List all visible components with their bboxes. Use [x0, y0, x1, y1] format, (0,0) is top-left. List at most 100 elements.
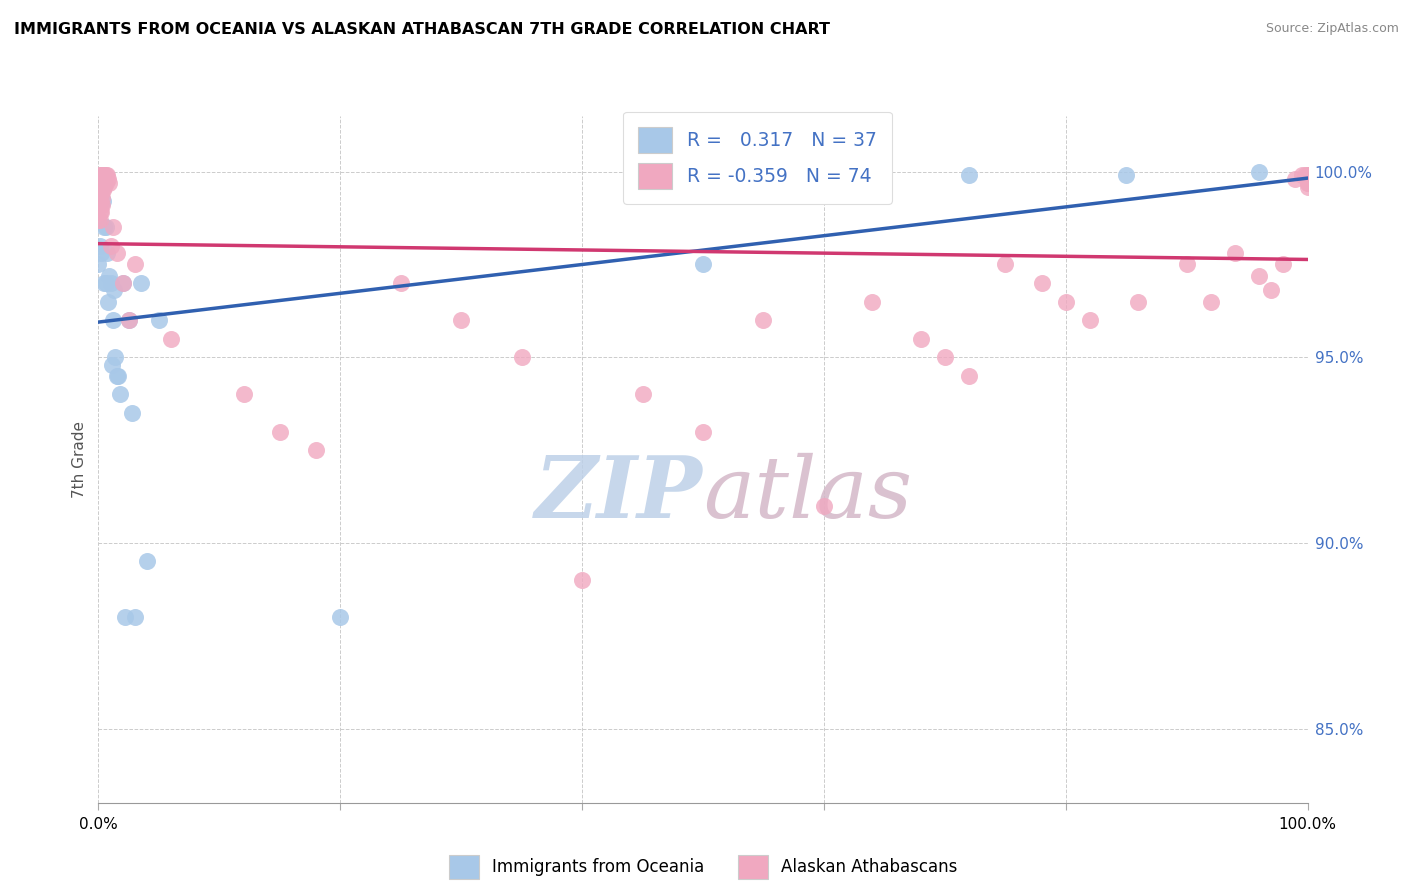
Point: [1291, 169, 1313, 183]
Point: [114, 610, 136, 624]
Point: [97, 172, 120, 186]
Point: [91, 169, 114, 183]
Point: [957, 169, 980, 183]
Point: [104, 351, 127, 365]
Point: [100, 239, 122, 253]
Point: [1296, 172, 1319, 186]
Point: [160, 332, 183, 346]
Point: [121, 406, 143, 420]
Point: [1175, 257, 1198, 271]
Point: [135, 554, 157, 568]
Point: [89, 239, 111, 253]
Point: [129, 276, 152, 290]
Point: [1199, 294, 1222, 309]
Point: [90, 205, 112, 219]
Point: [107, 368, 129, 383]
Point: [90, 186, 112, 201]
Point: [91, 194, 114, 209]
Point: [91, 176, 114, 190]
Point: [91, 179, 114, 194]
Point: [89, 169, 111, 183]
Point: [1296, 179, 1319, 194]
Point: [957, 368, 980, 383]
Point: [1078, 313, 1101, 327]
Point: [1296, 172, 1319, 186]
Point: [97, 294, 120, 309]
Point: [90, 169, 112, 183]
Point: [1296, 176, 1319, 190]
Point: [91, 183, 114, 197]
Point: [510, 351, 533, 365]
Point: [118, 313, 141, 327]
Text: IMMIGRANTS FROM OCEANIA VS ALASKAN ATHABASCAN 7TH GRADE CORRELATION CHART: IMMIGRANTS FROM OCEANIA VS ALASKAN ATHAB…: [14, 22, 830, 37]
Point: [1296, 176, 1319, 190]
Point: [89, 213, 111, 227]
Point: [1115, 169, 1137, 183]
Point: [232, 387, 254, 401]
Point: [1249, 164, 1271, 178]
Point: [1296, 169, 1319, 183]
Point: [1272, 257, 1295, 271]
Point: [89, 194, 111, 209]
Point: [96, 246, 118, 260]
Point: [91, 191, 114, 205]
Point: [1031, 276, 1053, 290]
Point: [692, 257, 714, 271]
Point: [87, 179, 110, 194]
Point: [389, 276, 412, 290]
Point: [105, 368, 128, 383]
Point: [91, 169, 114, 183]
Point: [91, 169, 114, 183]
Point: [1054, 294, 1077, 309]
Point: [1260, 284, 1282, 298]
Point: [994, 257, 1017, 271]
Point: [124, 610, 146, 624]
Point: [111, 276, 134, 290]
Point: [101, 313, 124, 327]
Point: [100, 276, 122, 290]
Legend: Immigrants from Oceania, Alaskan Athabascans: Immigrants from Oceania, Alaskan Athabas…: [440, 847, 966, 888]
Point: [100, 358, 122, 372]
Point: [87, 172, 110, 186]
Point: [89, 205, 111, 219]
Text: ZIP: ZIP: [536, 452, 703, 535]
Point: [860, 294, 883, 309]
Point: [1294, 169, 1316, 183]
Point: [305, 443, 328, 458]
Point: [148, 313, 170, 327]
Text: atlas: atlas: [703, 452, 912, 535]
Point: [269, 425, 291, 439]
Point: [93, 220, 115, 235]
Point: [93, 179, 115, 194]
Point: [571, 573, 593, 587]
Point: [105, 246, 128, 260]
Point: [111, 276, 134, 290]
Point: [98, 268, 121, 283]
Point: [108, 387, 131, 401]
Point: [103, 284, 125, 298]
Point: [1296, 172, 1319, 186]
Point: [631, 387, 654, 401]
Point: [94, 220, 117, 235]
Point: [329, 610, 352, 624]
Point: [98, 176, 121, 190]
Point: [752, 313, 775, 327]
Point: [90, 198, 112, 212]
Point: [450, 313, 472, 327]
Point: [91, 172, 114, 186]
Point: [124, 257, 146, 271]
Point: [813, 499, 835, 513]
Point: [1296, 169, 1319, 183]
Point: [1296, 176, 1319, 190]
Point: [1249, 268, 1271, 283]
Point: [91, 176, 114, 190]
Point: [94, 169, 117, 183]
Point: [118, 313, 141, 327]
Point: [91, 198, 114, 212]
Point: [1284, 172, 1306, 186]
Point: [90, 172, 112, 186]
Point: [101, 220, 124, 235]
Point: [1296, 172, 1319, 186]
Point: [692, 425, 714, 439]
Point: [94, 276, 117, 290]
